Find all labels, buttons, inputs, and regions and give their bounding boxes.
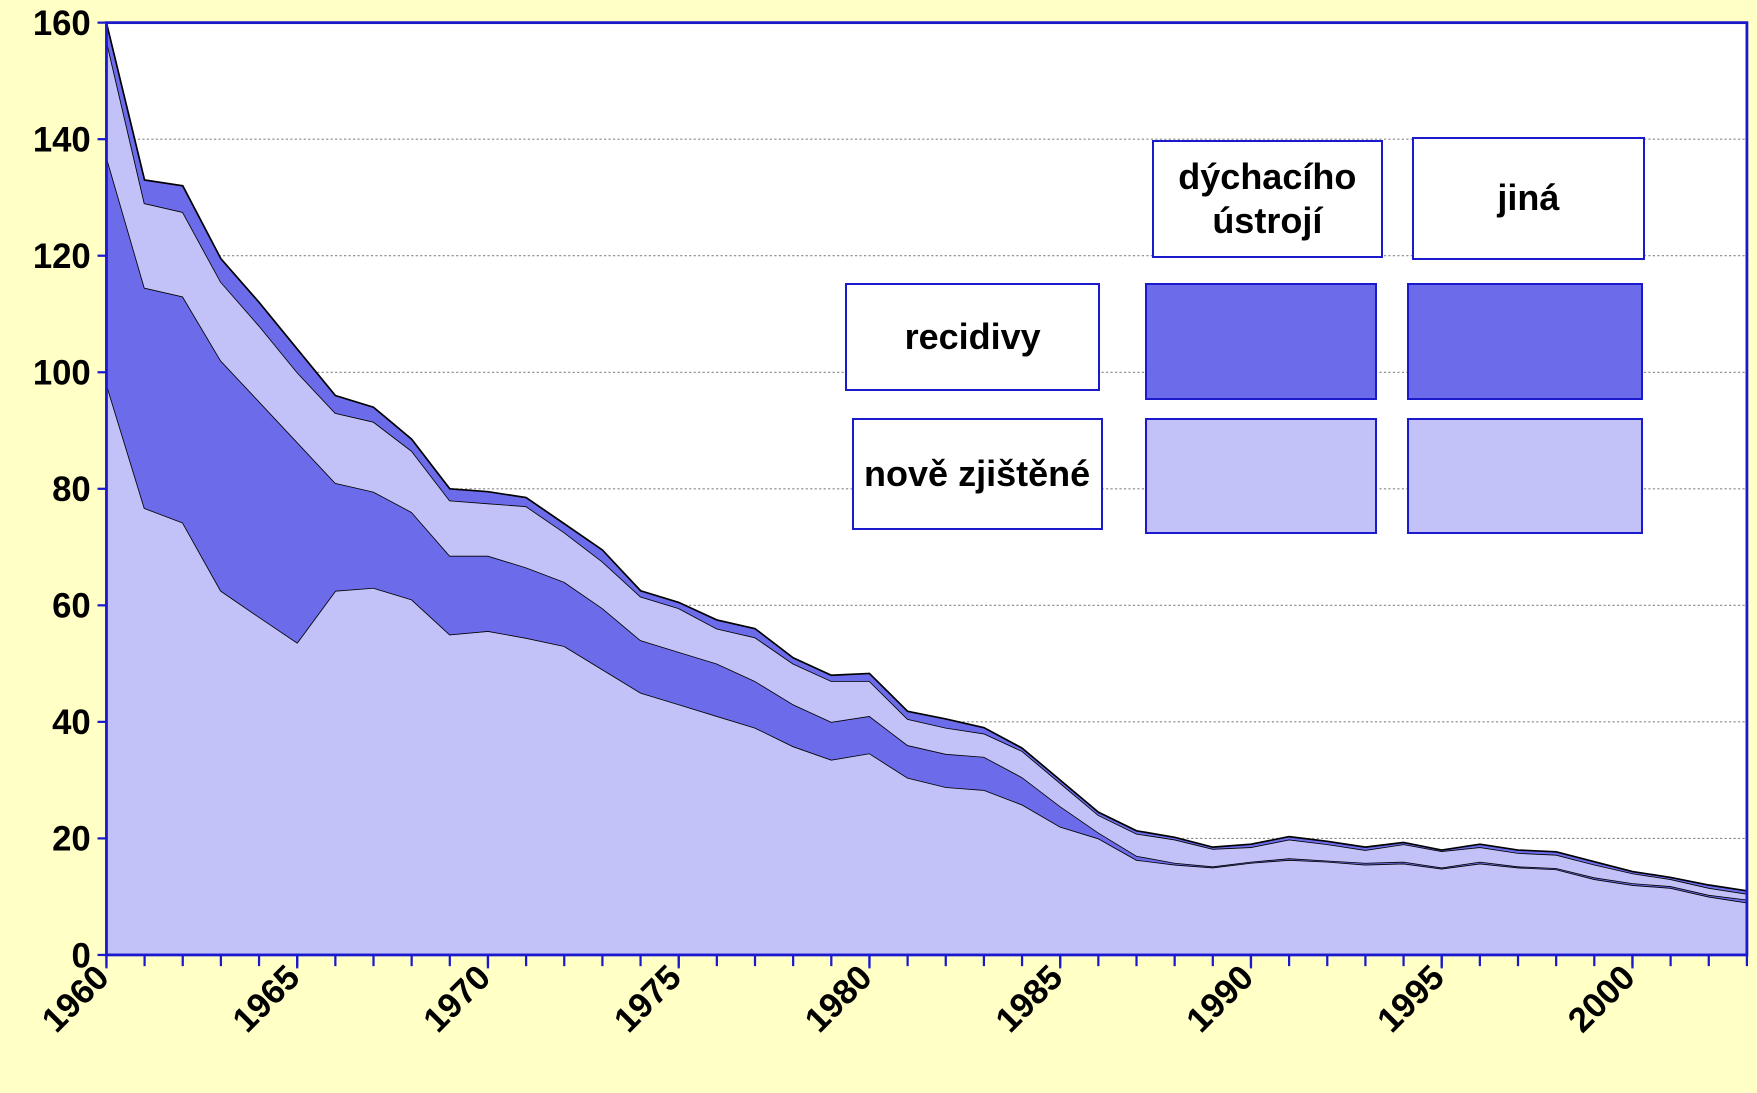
y-tick-label: 40 xyxy=(52,704,91,742)
y-tick-label: 120 xyxy=(33,238,91,276)
x-tick-label: 1970 xyxy=(417,958,498,1039)
x-tick-label: 1990 xyxy=(1180,958,1261,1039)
x-tick-label: 1985 xyxy=(989,958,1070,1039)
y-tick-label: 0 xyxy=(71,937,90,975)
y-tick-label: 160 xyxy=(33,5,91,43)
x-tick-label: 1975 xyxy=(607,958,688,1039)
area xyxy=(106,156,1747,903)
area xyxy=(106,22,1747,894)
y-tick-label: 80 xyxy=(52,471,91,509)
legend-swatch xyxy=(1407,417,1643,535)
x-tick-label: 2000 xyxy=(1561,958,1642,1039)
y-tick-label: 140 xyxy=(33,122,91,160)
area xyxy=(106,383,1747,955)
y-tick-label: 100 xyxy=(33,355,91,393)
legend-column-header: jiná xyxy=(1411,136,1645,260)
legend-row-header: recidivy xyxy=(844,283,1101,392)
y-tick-label: 60 xyxy=(52,588,91,626)
legend-swatch xyxy=(1145,283,1378,401)
legend-row-header: nově zjištěné xyxy=(851,417,1103,530)
legend-swatch xyxy=(1407,283,1643,401)
legend-swatch xyxy=(1145,417,1378,535)
x-tick-label: 1965 xyxy=(226,958,307,1039)
area-edge xyxy=(105,22,1748,892)
area xyxy=(106,40,1747,900)
x-tick-label: 1980 xyxy=(798,958,879,1039)
legend-column-header: dýchacího ústrojí xyxy=(1151,140,1383,258)
x-tick-label: 1995 xyxy=(1370,958,1451,1039)
y-tick-label: 20 xyxy=(52,821,91,859)
plot-border xyxy=(105,21,1749,957)
